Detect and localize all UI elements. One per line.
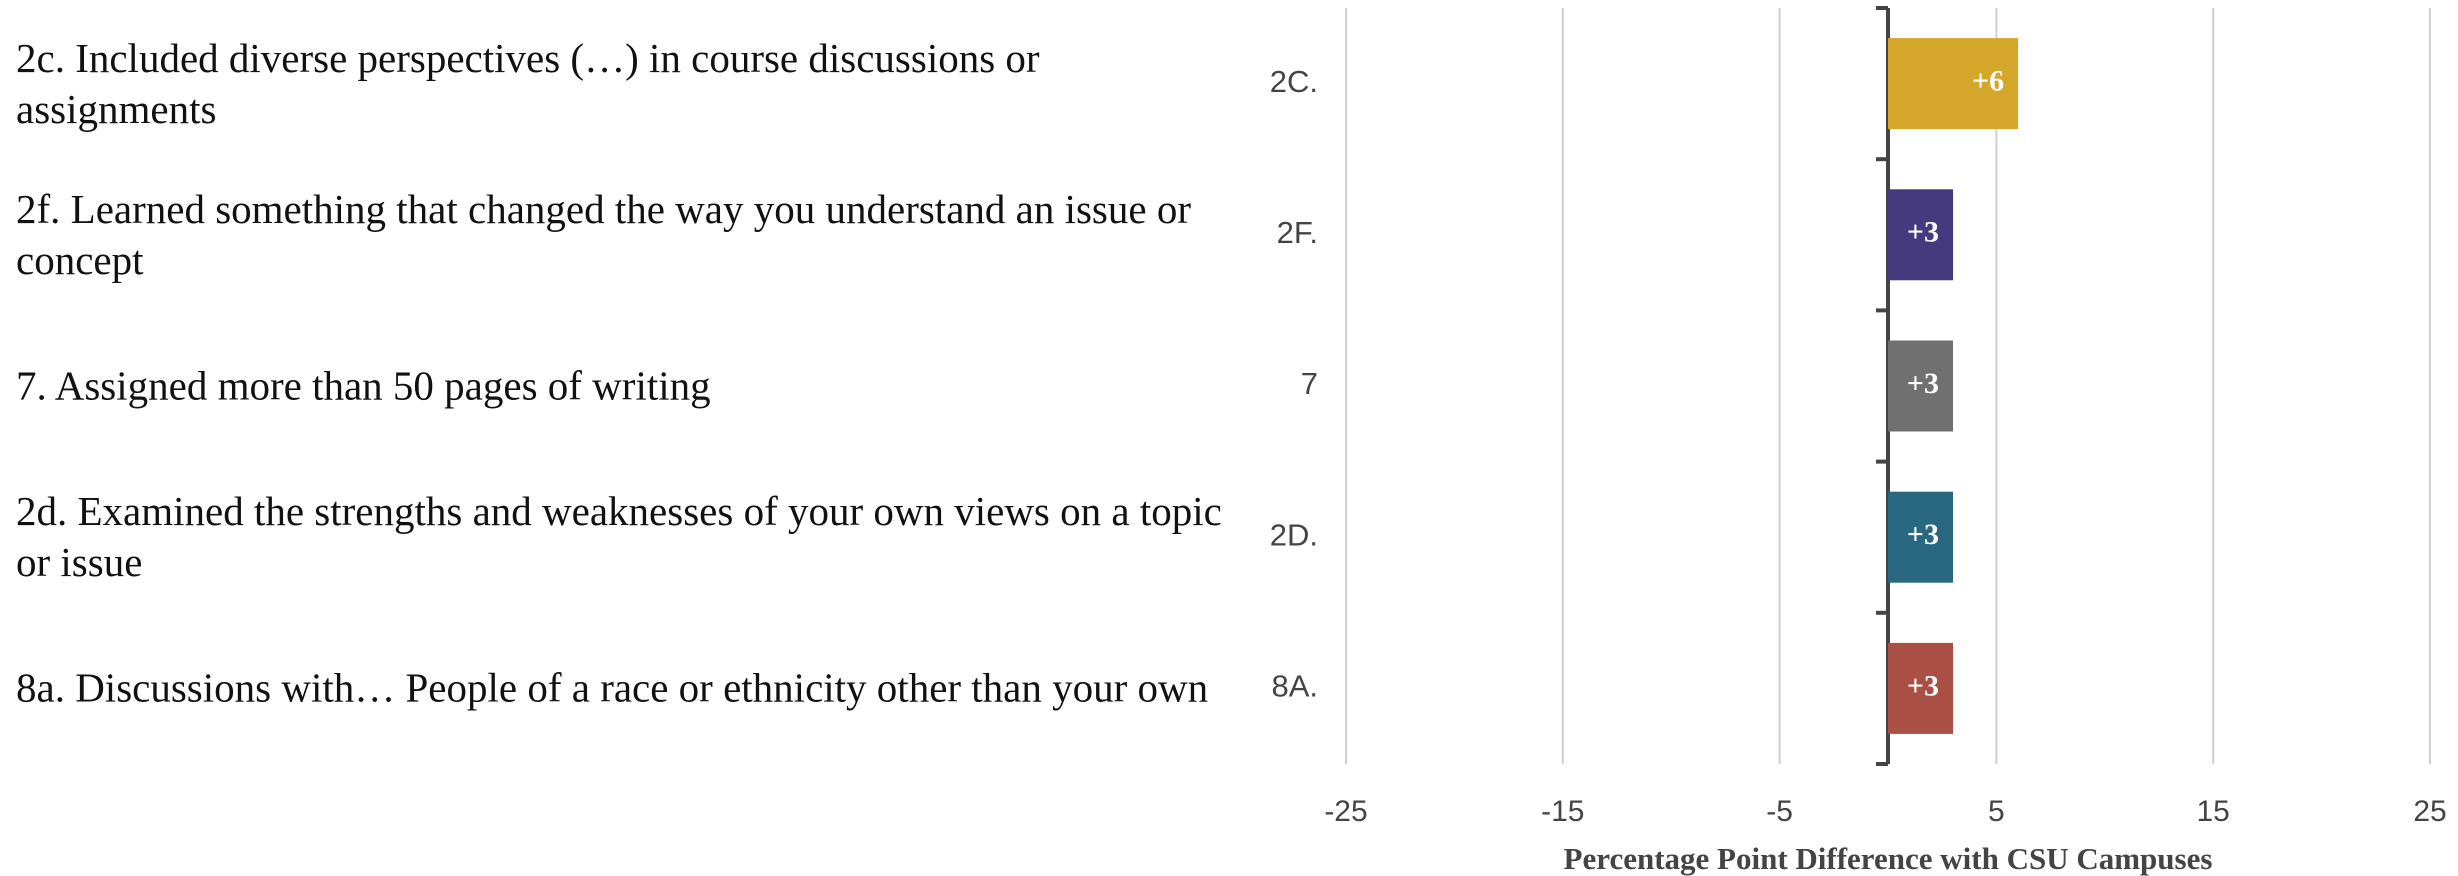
item-description: 7. Assigned more than 50 pages of writin…: [16, 362, 711, 409]
y-tick-label: 8A.: [1271, 669, 1318, 704]
bar: [1888, 340, 1954, 432]
bar: [1888, 491, 1954, 583]
x-tick-label: 5: [1988, 795, 2005, 828]
y-tick-label: 2C.: [1270, 64, 1318, 99]
x-tick-label: -25: [1324, 795, 1367, 828]
item-description: 2d. Examined the strengths and weaknesse…: [16, 488, 1222, 586]
item-description: 2f. Learned something that changed the w…: [16, 185, 1191, 283]
x-axis-label: Percentage Point Difference with CSU Cam…: [1564, 841, 2213, 876]
value-label: +3: [1907, 669, 1939, 702]
bar: [1888, 38, 2019, 130]
bar: [1888, 642, 1954, 734]
x-tick-label: 15: [2197, 795, 2230, 828]
x-tick-label: -5: [1766, 795, 1793, 828]
value-label: +3: [1907, 216, 1939, 249]
y-tick-label: 2D.: [1270, 517, 1318, 552]
y-tick-label: 7: [1301, 366, 1318, 401]
x-tick-label: -15: [1541, 795, 1584, 828]
item-description: 2c. Included diverse perspectives (…) in…: [16, 34, 1040, 132]
value-label: +6: [1972, 64, 2004, 97]
value-label: +3: [1907, 518, 1939, 551]
y-tick-label: 2F.: [1277, 215, 1318, 250]
value-label: +3: [1907, 367, 1939, 400]
x-tick-label: 25: [2413, 795, 2446, 828]
item-description: 8a. Discussions with… People of a race o…: [16, 664, 1209, 711]
bar: [1888, 189, 1954, 281]
